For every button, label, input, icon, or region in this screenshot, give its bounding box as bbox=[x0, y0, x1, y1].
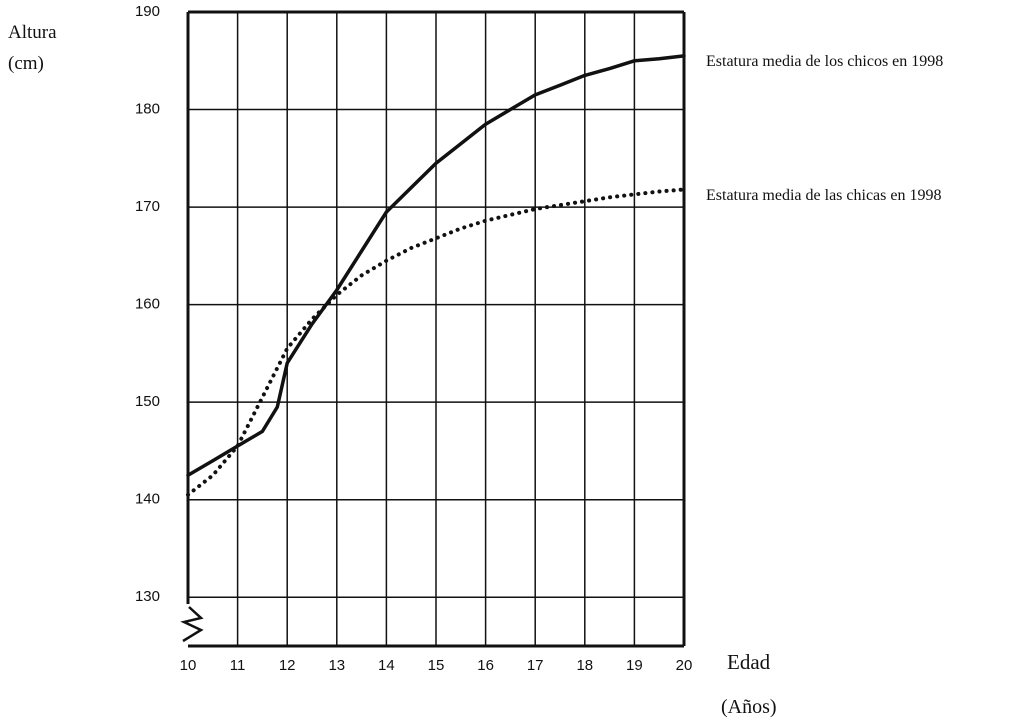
x-tick-label: 15 bbox=[428, 657, 445, 674]
y-axis-label-line2: (cm) bbox=[8, 53, 44, 74]
y-tick-labels: 130 140 150 160 170 180 190 bbox=[135, 3, 160, 605]
x-tick-label: 11 bbox=[230, 657, 246, 674]
x-tick-label: 17 bbox=[527, 657, 544, 674]
x-tick-label: 12 bbox=[279, 657, 296, 674]
x-tick-label: 20 bbox=[676, 657, 693, 674]
grid-lines bbox=[188, 12, 684, 646]
plot-frame bbox=[186, 10, 686, 648]
x-tick-label: 19 bbox=[626, 657, 643, 674]
y-axis-label-line1: Altura bbox=[8, 22, 57, 43]
y-axis-break-mark bbox=[180, 606, 204, 643]
x-tick-label: 16 bbox=[477, 657, 494, 674]
y-tick-label: 150 bbox=[135, 393, 160, 410]
x-tick-labels: 10 11 12 13 14 15 16 17 18 19 20 bbox=[180, 657, 693, 674]
y-tick-label: 130 bbox=[135, 588, 160, 605]
series-label-girls: Estatura media de las chicas en 1998 bbox=[706, 187, 941, 204]
y-tick-label: 140 bbox=[135, 491, 160, 508]
y-tick-label: 160 bbox=[135, 296, 160, 313]
y-tick-label: 190 bbox=[135, 3, 160, 20]
series-label-boys: Estatura media de los chicos en 1998 bbox=[706, 53, 943, 70]
x-tick-label: 18 bbox=[576, 657, 593, 674]
y-tick-label: 180 bbox=[135, 101, 160, 118]
x-tick-label: 10 bbox=[180, 657, 197, 674]
series-lines bbox=[186, 54, 686, 497]
y-tick-label: 170 bbox=[135, 198, 160, 215]
x-tick-label: 14 bbox=[378, 657, 395, 674]
x-axis-label-line2: (Años) bbox=[721, 696, 777, 718]
x-axis-label-line1: Edad bbox=[727, 650, 771, 674]
series-line-girls bbox=[186, 187, 686, 497]
series-line-boys bbox=[186, 54, 686, 478]
x-tick-label: 13 bbox=[328, 657, 345, 674]
